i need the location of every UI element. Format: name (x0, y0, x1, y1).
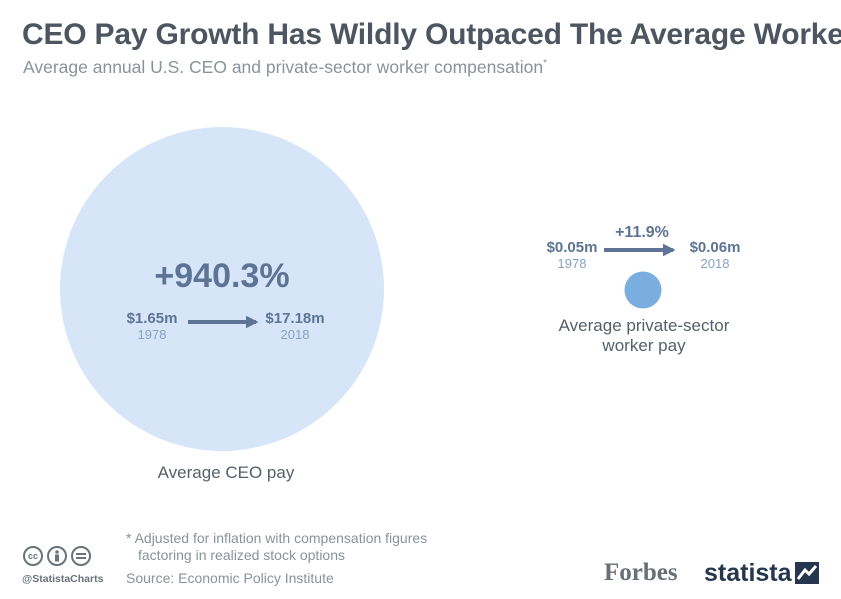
chart-title: CEO Pay Growth Has Wildly Outpaced The A… (22, 18, 841, 51)
footnote-line-1: * Adjusted for inflation with compensati… (126, 530, 428, 546)
license-icons: cc (23, 546, 91, 566)
worker-change-label: +11.9% (615, 224, 669, 241)
cc-icon: cc (23, 546, 43, 566)
subtitle-footnote-mark: * (543, 58, 547, 70)
footnote-line-2: factoring in realized stock options (138, 547, 345, 563)
ceo-start-value: $1.65m (127, 310, 178, 327)
worker-caption-line1: Average private-sector (559, 316, 730, 335)
worker-start-value: $0.05m (547, 239, 598, 256)
chart-subtitle: Average annual U.S. CEO and private-sect… (23, 57, 547, 78)
nd-equals-icon (71, 546, 91, 566)
subtitle-text: Average annual U.S. CEO and private-sect… (23, 57, 544, 77)
worker-start-year: 1978 (558, 256, 587, 271)
footnote: * Adjusted for inflation with compensati… (126, 530, 427, 564)
ceo-caption: Average CEO pay (158, 463, 295, 482)
ceo-end-value: $17.18m (265, 310, 324, 327)
ceo-end-year: 2018 (281, 327, 310, 342)
statista-logo-text: statista (704, 559, 792, 587)
worker-pay-bubble (624, 271, 662, 309)
ceo-start-year: 1978 (138, 327, 167, 342)
ceo-pay-bubble (60, 127, 384, 451)
forbes-logo: Forbes (604, 559, 678, 586)
statista-handle: @StatistaCharts (22, 573, 104, 585)
worker-caption-line2: worker pay (601, 336, 686, 355)
ceo-change-label: +940.3% (154, 257, 289, 295)
by-person-icon (47, 546, 67, 566)
source-note: Source: Economic Policy Institute (126, 570, 334, 586)
statista-logo-icon (795, 562, 819, 584)
worker-end-year: 2018 (701, 256, 730, 271)
worker-end-value: $0.06m (690, 239, 741, 256)
